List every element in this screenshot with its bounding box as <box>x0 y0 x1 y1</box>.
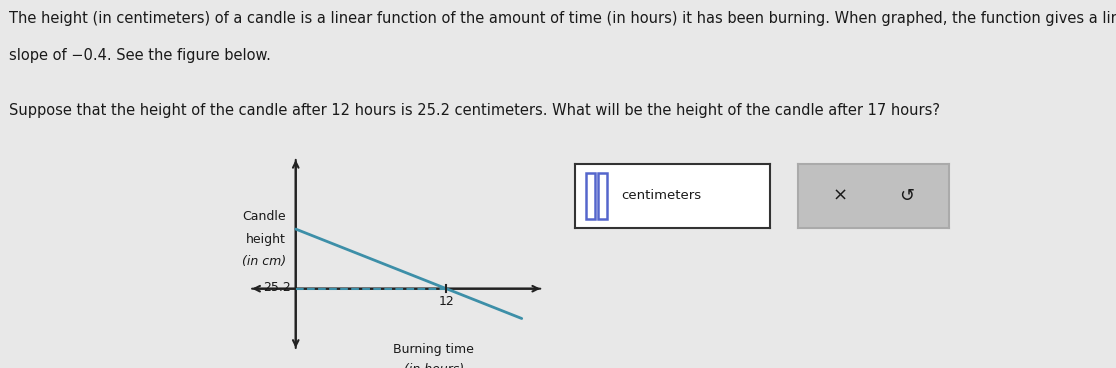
Text: 25.2: 25.2 <box>263 281 290 294</box>
Text: Candle: Candle <box>242 210 286 223</box>
Text: ↺: ↺ <box>898 187 914 205</box>
Text: The height (in centimeters) of a candle is a linear function of the amount of ti: The height (in centimeters) of a candle … <box>9 11 1116 26</box>
Text: Burning time: Burning time <box>394 343 474 356</box>
Bar <box>598 173 607 219</box>
Text: (in cm): (in cm) <box>241 255 286 268</box>
Text: Suppose that the height of the candle after 12 hours is 25.2 centimeters. What w: Suppose that the height of the candle af… <box>9 103 940 118</box>
Text: (in hours): (in hours) <box>404 363 464 368</box>
Text: centimeters: centimeters <box>622 190 702 202</box>
Text: slope of −0.4. See the figure below.: slope of −0.4. See the figure below. <box>9 48 271 63</box>
Text: height: height <box>246 233 286 246</box>
Text: ×: × <box>833 187 848 205</box>
Bar <box>587 173 595 219</box>
Text: 12: 12 <box>439 295 454 308</box>
